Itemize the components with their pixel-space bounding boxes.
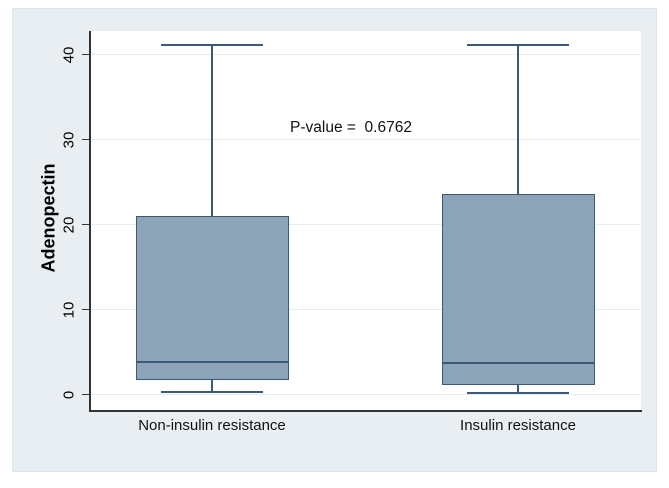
p-value-annotation: P-value = 0.6762 (290, 119, 412, 136)
lower-whisker-line (517, 385, 519, 393)
upper-whisker-cap (467, 44, 569, 46)
lower-whisker-line (211, 380, 213, 392)
boxplot-figure: 0 10 20 30 40 Non-insulin resistance Insulin r… (12, 8, 657, 472)
chart-layer: 0 10 20 30 40 Non-insulin resistance Insulin r… (13, 9, 656, 471)
box (135, 216, 289, 381)
y-axis-tick (82, 223, 89, 226)
median-line (135, 361, 289, 364)
y-tick-label: 20 (60, 216, 78, 233)
lower-whisker-cap (161, 391, 263, 393)
gridline (91, 309, 641, 310)
y-axis-tick (82, 308, 89, 311)
lower-whisker-cap (467, 392, 569, 394)
y-axis-line (89, 31, 91, 412)
y-tick-label: 10 (60, 301, 78, 318)
gridline (91, 394, 641, 395)
box (441, 193, 595, 386)
x-category-label: Insulin resistance (460, 417, 576, 434)
y-axis-tick (82, 138, 89, 141)
gridline (91, 224, 641, 225)
y-axis-title: Adenopectin (38, 163, 59, 273)
x-category-label: Non-insulin resistance (138, 417, 286, 434)
y-tick-label: 30 (60, 131, 78, 148)
upper-whisker-line (517, 45, 519, 194)
gridline (91, 54, 641, 55)
upper-whisker-line (211, 45, 213, 216)
y-axis-tick (82, 393, 89, 396)
y-axis-tick (82, 53, 89, 56)
upper-whisker-cap (161, 44, 263, 46)
y-tick-label: 40 (60, 46, 78, 63)
x-axis-line (89, 410, 642, 412)
y-tick-label: 0 (60, 390, 78, 399)
median-line (441, 362, 595, 365)
gridline (91, 139, 641, 140)
